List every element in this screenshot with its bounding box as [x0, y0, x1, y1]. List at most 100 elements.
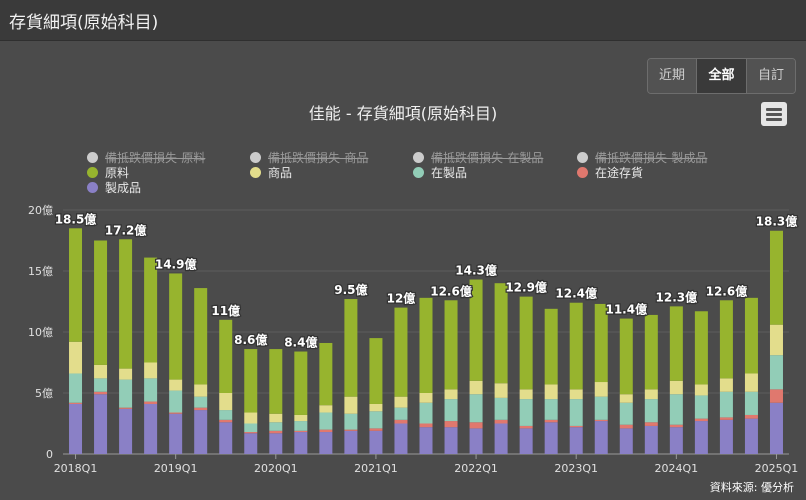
bar-segment — [669, 306, 683, 381]
bar-segment — [644, 389, 658, 400]
legend-label: 備抵跌價損失-商品 — [268, 151, 369, 165]
x-tick-label: 2021Q1 — [354, 462, 398, 475]
bar-segment — [244, 412, 258, 424]
legend-item[interactable]: 商品 — [250, 164, 292, 181]
bar-segment — [144, 403, 158, 454]
bar-segment — [219, 410, 233, 420]
legend-label: 備抵跌價損失-原料 — [105, 151, 206, 165]
page-title: 存貨細項(原始科目) — [9, 13, 159, 33]
data-label: 14.3億 — [455, 263, 497, 278]
bar-segment — [69, 373, 83, 403]
bar-segment — [419, 423, 433, 428]
bar-segment — [694, 311, 708, 385]
bar-segment — [294, 430, 308, 433]
legend-label: 在途存貨 — [595, 166, 644, 180]
bar-segment — [169, 412, 183, 414]
bar-segment — [669, 427, 683, 454]
bar-segment — [344, 299, 358, 397]
y-tick-label: 15億 — [28, 265, 53, 278]
legend-item[interactable]: 製成品 — [87, 179, 141, 196]
bar-segment — [694, 395, 708, 419]
bar-segment — [569, 427, 583, 454]
bar-segment — [94, 240, 108, 365]
bar-segment — [394, 419, 408, 424]
bar-segment — [769, 324, 783, 356]
tab-custom[interactable]: 自訂 — [747, 59, 795, 93]
bar-segment — [194, 410, 208, 454]
bar-segment — [269, 349, 283, 414]
bar-segment — [619, 424, 633, 429]
bar-segment — [569, 302, 583, 390]
tab-recent[interactable]: 近期 — [648, 59, 697, 93]
bar-segment — [219, 319, 233, 393]
bar-segment — [194, 396, 208, 408]
bar-segment — [444, 389, 458, 400]
bar-segment — [294, 351, 308, 415]
bar-segment — [169, 390, 183, 413]
range-tabs: 近期 全部 自訂 — [647, 58, 796, 94]
bar-segment — [319, 412, 333, 430]
bar-segment — [369, 403, 383, 412]
bar-segment — [594, 421, 608, 454]
legend-item[interactable]: 原料 — [87, 164, 129, 181]
legend-label: 原料 — [105, 166, 130, 180]
bar-segment — [469, 380, 483, 395]
bar-segment — [369, 430, 383, 454]
data-label: 12.4億 — [555, 286, 597, 301]
source-credit: 資料來源: 優分析 — [709, 481, 794, 494]
data-label: 14.9億 — [155, 256, 197, 271]
bar-segment — [644, 425, 658, 454]
data-label: 11.4億 — [605, 302, 647, 317]
bar-segment — [369, 428, 383, 431]
bar-segment — [244, 349, 258, 413]
bar-segment — [119, 368, 133, 380]
legend-item[interactable]: 在製品 — [413, 164, 467, 181]
bar-segment — [694, 384, 708, 396]
bar-segment — [219, 419, 233, 423]
legend-item[interactable]: 備抵跌價損失-製成品 — [577, 149, 707, 166]
legend-item[interactable]: 備抵跌價損失-商品 — [250, 149, 368, 166]
bar-segment — [294, 432, 308, 454]
bar-segment — [69, 402, 83, 404]
bar-segment — [694, 418, 708, 422]
bar-segment — [719, 419, 733, 454]
legend-item[interactable]: 備抵跌價損失-在製品 — [413, 149, 543, 166]
bar-segment — [69, 403, 83, 454]
bar-segment — [719, 378, 733, 392]
bar-segment — [419, 393, 433, 403]
data-label: 9.5億 — [334, 282, 367, 297]
legend-dot — [413, 152, 424, 163]
bar-segment — [444, 427, 458, 454]
legend-item[interactable]: 在途存貨 — [577, 164, 643, 181]
legend-item[interactable]: 備抵跌價損失-原料 — [87, 149, 205, 166]
bar-segment — [244, 432, 258, 434]
bar-segment — [719, 300, 733, 379]
legend-dot — [577, 167, 588, 178]
bar-segment — [69, 228, 83, 342]
x-tick-label: 2019Q1 — [154, 462, 198, 475]
legend-label: 備抵跌價損失-在製品 — [431, 151, 544, 165]
bar-segment — [519, 399, 533, 426]
bar-segment — [94, 378, 108, 392]
bar-segment — [669, 380, 683, 395]
legend-dot — [87, 167, 98, 178]
bar-segment — [494, 383, 508, 398]
bar-segment — [194, 407, 208, 411]
legend-dot — [577, 152, 588, 163]
bar-segment — [119, 407, 133, 409]
bar-segment — [119, 239, 133, 369]
hamburger-icon — [766, 108, 782, 111]
bar-segment — [269, 413, 283, 423]
bar-segment — [269, 430, 283, 434]
data-label: 12億 — [387, 291, 416, 306]
chart-menu-button[interactable] — [761, 102, 787, 126]
bar-segment — [394, 423, 408, 454]
tab-all[interactable]: 全部 — [697, 59, 747, 93]
x-tick-label: 2020Q1 — [254, 462, 298, 475]
bar-segment — [394, 307, 408, 397]
legend-label: 備抵跌價損失-製成品 — [595, 151, 708, 165]
legend-dot — [413, 167, 424, 178]
bar-segment — [144, 257, 158, 363]
bar-segment — [569, 425, 583, 428]
bar-segment — [744, 373, 758, 392]
